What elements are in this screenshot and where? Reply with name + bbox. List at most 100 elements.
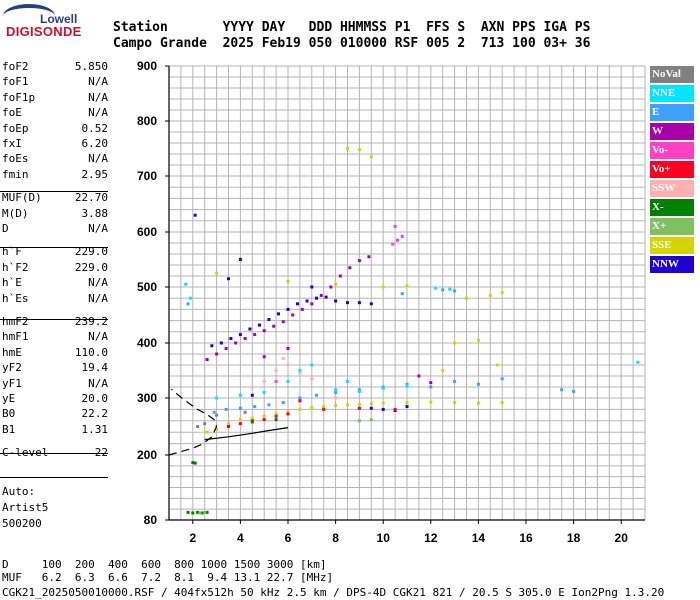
footer-info: CGK21_2025050010000.RSF / 404fx512h 50 k…: [2, 586, 665, 599]
x-tick-label: 18: [567, 531, 581, 545]
divider: [0, 453, 108, 454]
data-point: [184, 282, 188, 286]
data-point: [346, 301, 349, 305]
data-point: [286, 412, 290, 416]
param-label: foF1: [2, 75, 29, 89]
data-point: [453, 401, 457, 405]
data-point: [357, 148, 361, 152]
auto-artist: Artist5: [2, 501, 49, 514]
param-row: B1 1.31: [2, 423, 108, 436]
data-point: [465, 296, 468, 300]
data-point: [393, 224, 397, 228]
data-point: [274, 369, 278, 372]
data-point: [262, 414, 266, 418]
data-point: [296, 302, 300, 306]
data-point: [305, 299, 309, 303]
data-point: [272, 324, 276, 328]
trace-fit: [204, 427, 289, 441]
data-point: [369, 406, 373, 410]
param-label: h`Es: [2, 291, 29, 305]
y-tick-label: 200: [137, 448, 157, 462]
param-row: hmE 110.0: [2, 346, 108, 359]
legend-item-nnw: NNW: [650, 256, 694, 273]
legend-item-x: X-: [650, 199, 694, 216]
data-point: [286, 280, 290, 283]
param-value: 1.31: [81, 422, 109, 436]
data-point: [227, 277, 230, 281]
data-point: [298, 371, 302, 375]
param-row: foF1p N/A: [2, 91, 108, 104]
param-value: 19.4: [81, 361, 109, 375]
series-vo: [274, 224, 404, 383]
data-point: [248, 327, 252, 331]
data-point: [381, 285, 385, 289]
param-value: 239.2: [74, 315, 108, 328]
data-point: [281, 401, 285, 405]
auto-code: 500200: [2, 517, 42, 530]
data-point: [286, 347, 290, 350]
data-point: [286, 410, 290, 414]
data-point: [405, 284, 409, 288]
divider: [0, 191, 108, 192]
data-point: [205, 510, 209, 514]
x-tick-label: 10: [377, 531, 391, 545]
data-point: [188, 296, 192, 300]
param-label: hmF1: [2, 330, 29, 344]
data-point: [238, 406, 242, 410]
param-label: D: [2, 222, 9, 235]
data-point: [346, 403, 349, 407]
data-point: [636, 360, 640, 364]
data-point: [357, 388, 361, 392]
param-value: 2.95: [81, 167, 109, 181]
divider: [0, 319, 108, 320]
data-point: [300, 307, 304, 311]
data-point: [495, 363, 499, 367]
data-point: [338, 274, 342, 278]
param-value: 0.52: [81, 121, 109, 135]
param-label: h`E: [2, 276, 22, 290]
param-row: foEs N/A: [2, 152, 108, 165]
data-point: [310, 285, 314, 289]
param-row: B0 22.2: [2, 407, 108, 420]
data-point: [215, 396, 219, 400]
data-point: [186, 510, 190, 514]
data-point: [429, 385, 433, 389]
data-point: [346, 380, 349, 383]
data-point: [417, 374, 421, 378]
data-point: [334, 282, 338, 286]
logo-digisonde: DIGISONDE: [6, 24, 82, 39]
data-point: [193, 461, 197, 465]
series-x: [198, 418, 373, 515]
param-label: C-level: [2, 446, 49, 460]
data-point: [348, 266, 352, 270]
data-point: [357, 259, 361, 263]
param-row: foF2 5.850: [2, 60, 108, 73]
data-point: [257, 323, 261, 327]
param-row: foEp 0.52: [2, 122, 108, 135]
x-tick-label: 8: [332, 531, 339, 545]
data-point: [310, 406, 314, 410]
param-value: 3.88: [81, 206, 109, 220]
data-point: [276, 312, 280, 316]
param-row: yF2 19.4: [2, 361, 108, 374]
data-point: [234, 341, 238, 345]
data-point: [286, 380, 290, 383]
footer-muf: MUF 6.2 6.3 6.6 7.2 8.1 9.4 13.1 22.7 [M…: [2, 571, 334, 584]
param-label: h`F2: [2, 260, 29, 274]
data-point: [286, 307, 290, 311]
data-point: [322, 407, 326, 411]
param-row: hmF1 N/A: [2, 330, 108, 343]
data-point: [448, 287, 452, 291]
x-tick-label: 4: [237, 531, 244, 545]
data-point: [405, 405, 409, 409]
data-point: [274, 418, 278, 422]
plot-axes: 2 4 6 8 10 12 14 16 18 20 80 200 300 400 500 600 700 800 9…: [137, 59, 645, 545]
data-point: [381, 401, 385, 405]
param-label: foEp: [2, 121, 29, 135]
param-row: foF1 N/A: [2, 75, 108, 88]
data-point: [267, 403, 271, 407]
param-label: B0: [2, 407, 16, 421]
param-row: M(D) 3.88: [2, 207, 108, 220]
legend-item-w: W: [650, 123, 694, 140]
divider: [0, 247, 108, 248]
